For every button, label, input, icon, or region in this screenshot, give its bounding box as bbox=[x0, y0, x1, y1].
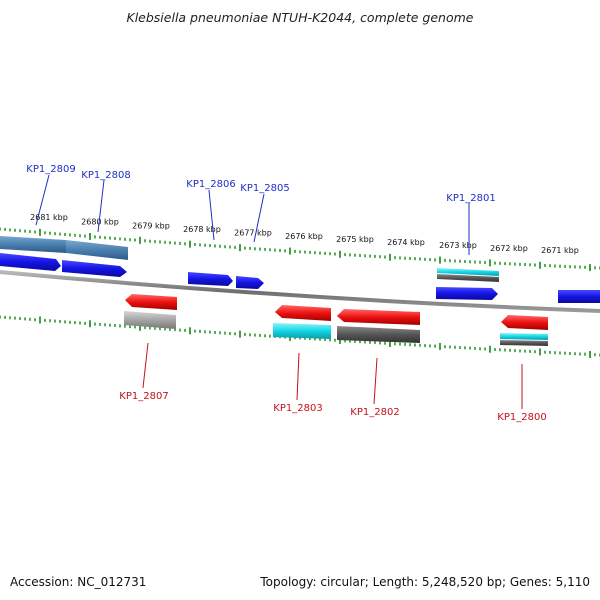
kbp-label: 2677 kbp bbox=[234, 229, 272, 238]
kbp-label: 2680 kbp bbox=[81, 217, 119, 226]
kbp-label: 2672 kbp bbox=[490, 244, 528, 253]
label-kp1-2808: KP1_2808 bbox=[81, 170, 130, 181]
callout-kp1-2808 bbox=[97, 179, 105, 233]
feature-kp1-2802-inner bbox=[337, 326, 420, 343]
callout-kp1-2807 bbox=[142, 342, 149, 389]
cds-kp1-2800 bbox=[501, 315, 548, 330]
cds-kp1-2801 bbox=[436, 287, 498, 300]
kbp-label: 2679 kbp bbox=[132, 221, 170, 230]
cds-kp1-2805 bbox=[236, 276, 264, 289]
cds-kp1-2809 bbox=[0, 253, 61, 271]
cds-kp1-2806 bbox=[188, 272, 233, 286]
kbp-label: 2674 kbp bbox=[387, 238, 425, 247]
label-kp1-2802: KP1_2802 bbox=[350, 407, 399, 418]
kbp-label: 2676 kbp bbox=[285, 232, 323, 241]
label-kp1-2803: KP1_2803 bbox=[273, 403, 322, 414]
label-kp1-2806: KP1_2806 bbox=[186, 179, 235, 190]
feature-kp1-2803-inner bbox=[273, 323, 331, 339]
genome-backbone bbox=[0, 270, 600, 313]
kbp-labels: 2681 kbp 2680 kbp 2679 kbp 2678 kbp 2677 kbp… bbox=[30, 213, 579, 255]
label-kp1-2801: KP1_2801 bbox=[446, 193, 495, 204]
feature-kp1-2808-outer bbox=[66, 240, 128, 260]
kbp-label: 2671 kbp bbox=[541, 246, 579, 255]
genome-summary: Topology: circular; Length: 5,248,520 bp… bbox=[259, 575, 590, 589]
feature-kp1-2801-outer bbox=[437, 268, 499, 276]
kbp-label: 2675 kbp bbox=[336, 235, 374, 244]
feature-kp1-2800-inner-dark bbox=[500, 340, 548, 346]
feature-kp1-2800-inner-cyan bbox=[500, 333, 548, 340]
label-kp1-2800: KP1_2800 bbox=[497, 412, 546, 423]
feature-kp1-2801-outer-dark bbox=[437, 274, 499, 282]
callout-kp1-2806 bbox=[208, 189, 215, 241]
callout-kp1-2805 bbox=[253, 193, 265, 243]
label-kp1-2805: KP1_2805 bbox=[240, 183, 289, 194]
outer-tick-ring bbox=[0, 227, 600, 272]
kbp-label: 2673 kbp bbox=[439, 241, 477, 250]
accession-text: Accession: NC_012731 bbox=[10, 575, 146, 589]
label-kp1-2809: KP1_2809 bbox=[26, 164, 75, 175]
kbp-label: 2678 kbp bbox=[183, 225, 221, 234]
kbp-label: 2681 kbp bbox=[30, 213, 68, 222]
cds-kp1-2799 bbox=[558, 290, 600, 303]
cds-kp1-2807 bbox=[125, 294, 177, 310]
callout-kp1-2803 bbox=[296, 352, 300, 401]
cds-kp1-2803 bbox=[275, 305, 331, 321]
cds-kp1-2808 bbox=[62, 260, 127, 277]
callout-kp1-2802 bbox=[373, 357, 378, 405]
inner-tick-ring bbox=[0, 315, 600, 358]
feature-kp1-2809-outer bbox=[0, 236, 66, 253]
feature-kp1-2807-inner bbox=[124, 311, 176, 329]
map-title: Klebsiella pneumoniae NTUH-K2044, comple… bbox=[127, 10, 474, 25]
callout-kp1-2809 bbox=[35, 174, 50, 226]
cds-kp1-2802 bbox=[337, 309, 420, 325]
label-kp1-2807: KP1_2807 bbox=[119, 391, 168, 402]
